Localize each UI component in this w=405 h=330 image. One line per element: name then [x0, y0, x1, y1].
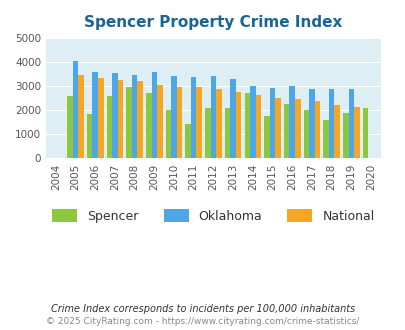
Bar — [314, 101, 320, 158]
Bar — [215, 89, 221, 158]
Bar — [230, 79, 235, 158]
Text: © 2025 CityRating.com - https://www.cityrating.com/crime-statistics/: © 2025 CityRating.com - https://www.city… — [46, 317, 359, 326]
Bar — [98, 78, 103, 158]
Bar — [205, 108, 210, 158]
Bar — [289, 86, 294, 158]
Bar — [72, 61, 78, 158]
Bar — [78, 75, 83, 158]
Bar — [269, 88, 275, 158]
Bar — [362, 108, 367, 158]
Bar — [303, 110, 309, 158]
Bar — [132, 75, 137, 158]
Bar — [157, 85, 162, 158]
Bar — [210, 76, 215, 158]
Bar — [264, 116, 269, 158]
Bar — [322, 120, 328, 158]
Bar — [255, 95, 260, 158]
Bar — [126, 87, 132, 158]
Bar — [92, 72, 98, 158]
Bar — [112, 73, 117, 158]
Bar — [249, 86, 255, 158]
Bar — [171, 76, 176, 158]
Bar — [196, 87, 202, 158]
Bar — [348, 89, 353, 158]
Bar — [334, 105, 339, 158]
Title: Spencer Property Crime Index: Spencer Property Crime Index — [84, 15, 342, 30]
Text: Crime Index corresponds to incidents per 100,000 inhabitants: Crime Index corresponds to incidents per… — [51, 304, 354, 314]
Bar — [87, 114, 92, 158]
Bar — [309, 89, 314, 158]
Bar — [283, 104, 289, 158]
Bar — [235, 92, 241, 158]
Bar — [185, 123, 190, 158]
Bar — [146, 93, 151, 158]
Legend: Spencer, Oklahoma, National: Spencer, Oklahoma, National — [46, 203, 380, 229]
Bar — [353, 107, 359, 158]
Bar — [117, 80, 123, 158]
Bar — [224, 108, 230, 158]
Bar — [294, 99, 300, 158]
Bar — [67, 96, 72, 158]
Bar — [328, 89, 334, 158]
Bar — [165, 110, 171, 158]
Bar — [275, 98, 280, 158]
Bar — [244, 93, 249, 158]
Bar — [342, 113, 348, 158]
Bar — [176, 87, 182, 158]
Bar — [190, 77, 196, 158]
Bar — [107, 96, 112, 158]
Bar — [137, 81, 143, 158]
Bar — [151, 72, 157, 158]
